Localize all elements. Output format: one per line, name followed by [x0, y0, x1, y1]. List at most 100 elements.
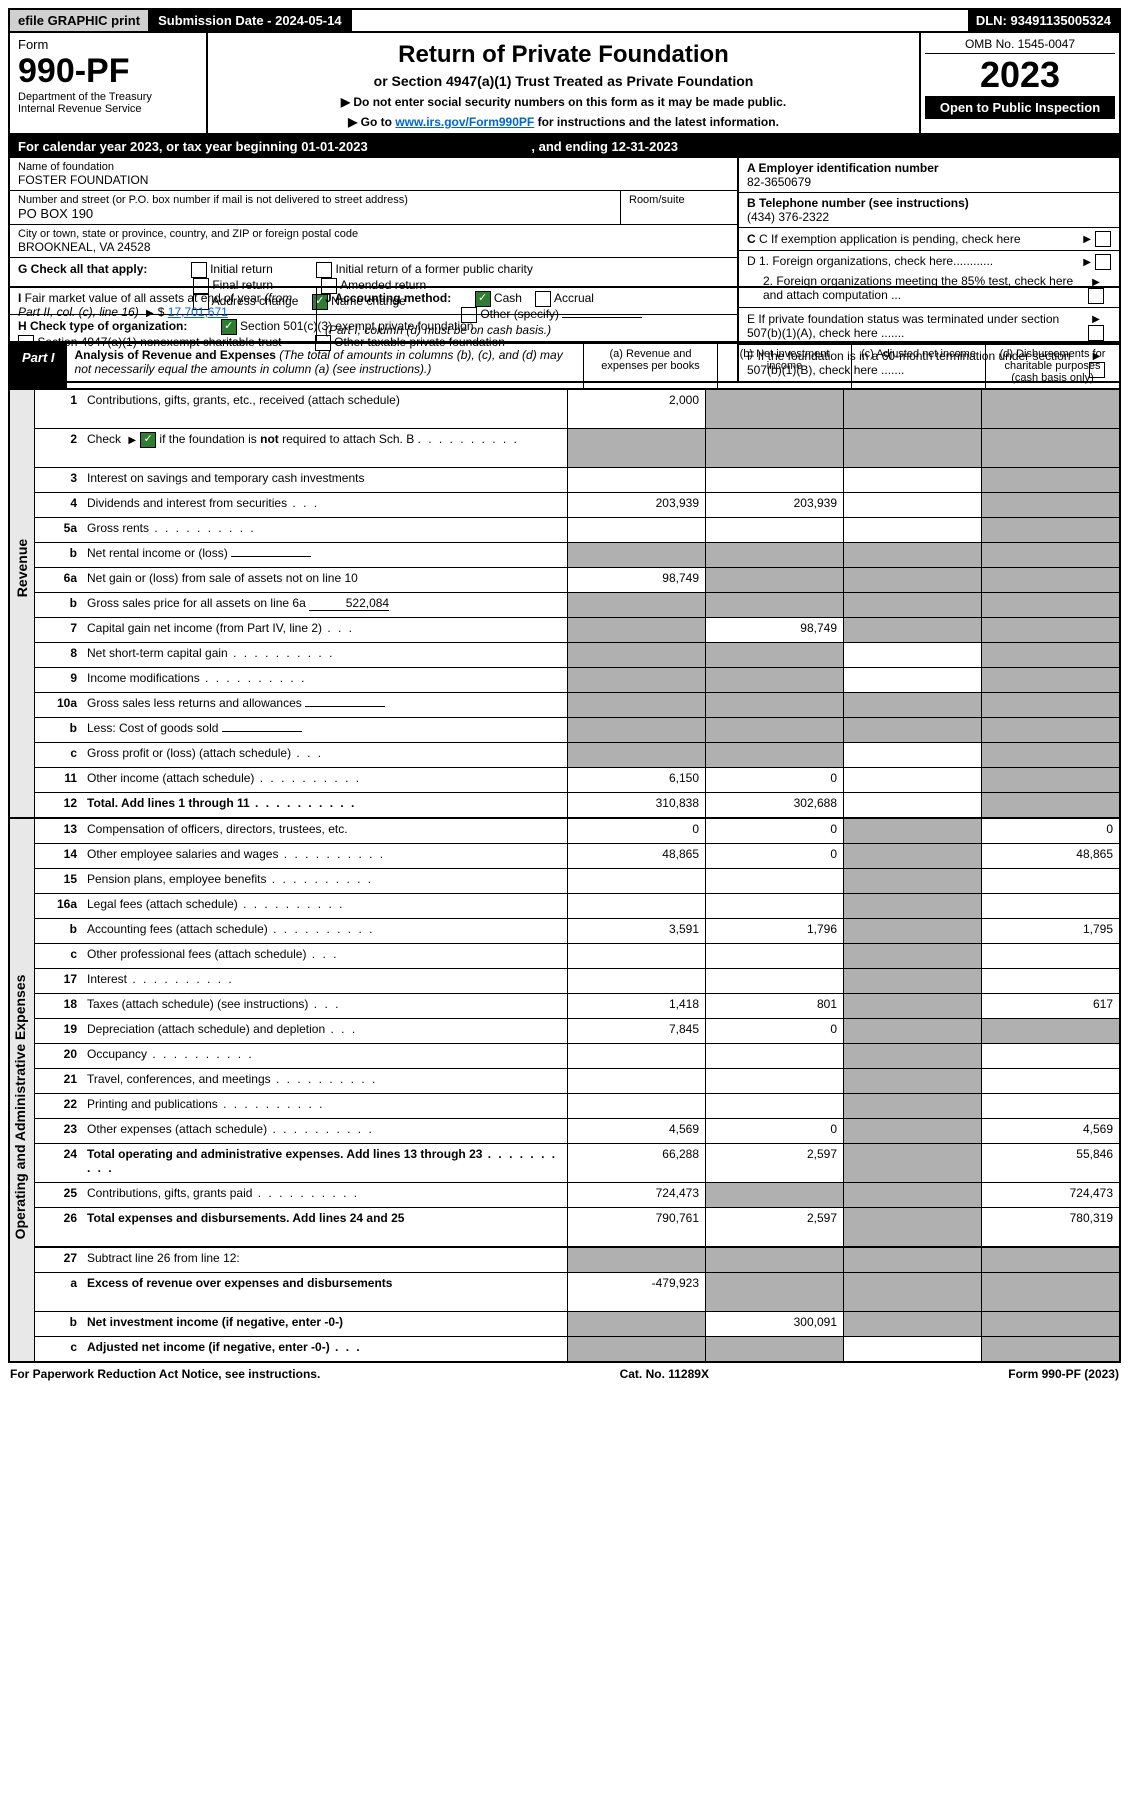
- row-number: 3: [35, 468, 83, 492]
- row-number: 12: [35, 793, 83, 817]
- irs-label: Internal Revenue Service: [18, 103, 198, 115]
- irs-link[interactable]: www.irs.gov/Form990PF: [395, 115, 534, 129]
- foundation-name-cell: Name of foundation FOSTER FOUNDATION: [10, 158, 737, 191]
- row-value: 7,845: [567, 1019, 705, 1043]
- footer-right: Form 990-PF (2023): [1008, 1367, 1119, 1381]
- row-value: 0: [705, 844, 843, 868]
- row-number: 5a: [35, 518, 83, 542]
- row-value: 2,597: [705, 1144, 843, 1182]
- row-number: 9: [35, 668, 83, 692]
- row-number: 2: [35, 429, 83, 467]
- row-value: [981, 468, 1119, 492]
- part1-label: Part I: [10, 344, 67, 388]
- row-value: [981, 518, 1119, 542]
- expense-side-label: Operating and Administrative Expenses: [10, 819, 35, 1361]
- row-value: [981, 493, 1119, 517]
- row-value: 48,865: [567, 844, 705, 868]
- row-value: [981, 693, 1119, 717]
- row-value: [567, 1248, 705, 1272]
- fmv-link[interactable]: 17,701,671: [168, 305, 228, 319]
- col-c-header: (c) Adjusted net income: [852, 344, 986, 388]
- table-row: 19Depreciation (attach schedule) and dep…: [35, 1019, 1119, 1044]
- other-method-checkbox[interactable]: [461, 307, 477, 323]
- accrual-checkbox[interactable]: [535, 291, 551, 307]
- row-value: [705, 1248, 843, 1272]
- row-value: 724,473: [981, 1183, 1119, 1207]
- revenue-side-label: Revenue: [10, 390, 35, 817]
- row-value: [981, 718, 1119, 742]
- table-row: bLess: Cost of goods sold: [35, 718, 1119, 743]
- schb-checkbox[interactable]: [140, 432, 156, 448]
- header-right: OMB No. 1545-0047 2023 Open to Public In…: [921, 33, 1119, 133]
- row-description: Pension plans, employee benefits: [83, 869, 567, 893]
- cash-checkbox[interactable]: [475, 291, 491, 307]
- table-row: 4Dividends and interest from securities2…: [35, 493, 1119, 518]
- arrow-icon: [1083, 254, 1091, 268]
- arrow-icon: [1083, 231, 1091, 245]
- b-label: B Telephone number (see instructions): [747, 196, 969, 210]
- row-number: 7: [35, 618, 83, 642]
- row-value: [567, 869, 705, 893]
- row-value: [705, 1069, 843, 1093]
- row-value: [567, 1069, 705, 1093]
- footer-left: For Paperwork Reduction Act Notice, see …: [10, 1367, 320, 1381]
- row-description: Total operating and administrative expen…: [83, 1144, 567, 1182]
- row-value: 1,418: [567, 994, 705, 1018]
- foreign-org-checkbox[interactable]: [1095, 254, 1111, 270]
- row-value: 0: [705, 768, 843, 792]
- row-number: 22: [35, 1094, 83, 1118]
- part1-header: Part I Analysis of Revenue and Expenses …: [8, 342, 1121, 390]
- row-value: [843, 1094, 981, 1118]
- row-value: [843, 429, 981, 467]
- row-value: [567, 743, 705, 767]
- g1-label: Initial return: [210, 262, 273, 276]
- row-value: 0: [705, 1119, 843, 1143]
- spacer: [739, 287, 1119, 341]
- ein-cell: A Employer identification number 82-3650…: [739, 158, 1119, 193]
- other-specify-field[interactable]: [562, 317, 642, 318]
- row-description: Income modifications: [83, 668, 567, 692]
- row-value: 6,150: [567, 768, 705, 792]
- row-description: Net short-term capital gain: [83, 643, 567, 667]
- row-number: 27: [35, 1248, 83, 1272]
- table-row: cAdjusted net income (if negative, enter…: [35, 1337, 1119, 1361]
- row-value: [705, 1337, 843, 1361]
- row-value: 302,688: [705, 793, 843, 817]
- table-row: bAccounting fees (attach schedule)3,5911…: [35, 919, 1119, 944]
- expense-label: Operating and Administrative Expenses: [12, 937, 28, 1277]
- table-row: 11Other income (attach schedule)6,1500: [35, 768, 1119, 793]
- row-value: [705, 1044, 843, 1068]
- row-value: 203,939: [567, 493, 705, 517]
- initial-return-checkbox[interactable]: [191, 262, 207, 278]
- row-number: 10a: [35, 693, 83, 717]
- row-description: Excess of revenue over expenses and disb…: [83, 1273, 567, 1311]
- former-charity-checkbox[interactable]: [316, 262, 332, 278]
- row-number: b: [35, 593, 83, 617]
- row-value: [705, 743, 843, 767]
- page-footer: For Paperwork Reduction Act Notice, see …: [8, 1363, 1121, 1385]
- row-value: [843, 1312, 981, 1336]
- row-number: b: [35, 919, 83, 943]
- section-ij-row: I Fair market value of all assets at end…: [8, 287, 1121, 343]
- exemption-checkbox[interactable]: [1095, 231, 1111, 247]
- form-note2: ▶ Go to www.irs.gov/Form990PF for instru…: [216, 115, 911, 129]
- row-value: [705, 568, 843, 592]
- table-row: 9Income modifications: [35, 668, 1119, 693]
- row-value: 98,749: [567, 568, 705, 592]
- efile-button[interactable]: efile GRAPHIC print: [10, 10, 150, 31]
- form-note1: ▶ Do not enter social security numbers o…: [216, 95, 911, 109]
- form-number: 990-PF: [18, 52, 198, 91]
- row-value: [705, 468, 843, 492]
- row-value: 790,761: [567, 1208, 705, 1246]
- room-suite-cell: Room/suite: [621, 191, 737, 224]
- row-description: Compensation of officers, directors, tru…: [83, 819, 567, 843]
- open-public-badge: Open to Public Inspection: [925, 96, 1115, 119]
- row-description: Gross sales price for all assets on line…: [83, 593, 567, 617]
- table-row: 20Occupancy: [35, 1044, 1119, 1069]
- table-row: 7Capital gain net income (from Part IV, …: [35, 618, 1119, 643]
- row-value: 4,569: [567, 1119, 705, 1143]
- row-value: [843, 1208, 981, 1246]
- row-description: Other professional fees (attach schedule…: [83, 944, 567, 968]
- row-value: [843, 743, 981, 767]
- row-number: 13: [35, 819, 83, 843]
